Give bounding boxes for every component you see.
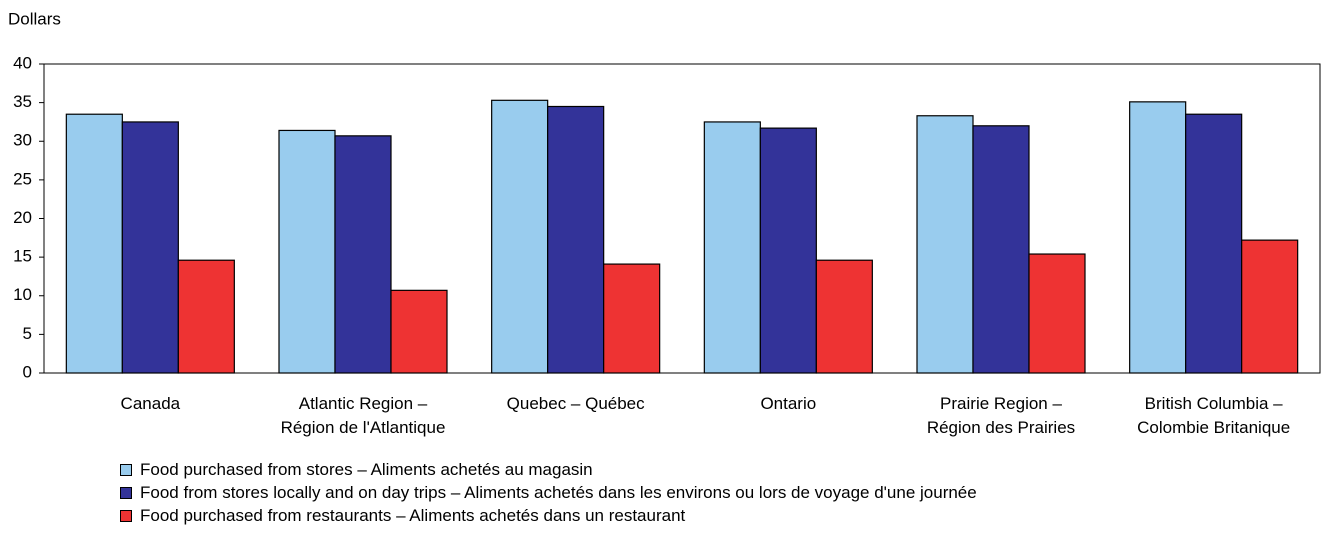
legend-swatch <box>120 510 132 522</box>
x-tick-label: Atlantic Region – Région de l'Atlantique <box>280 394 446 437</box>
legend-label: Food purchased from restaurants – Alimen… <box>140 506 686 525</box>
bar <box>491 99 549 374</box>
y-tick-label: 25 <box>13 169 32 188</box>
y-axis-label: Dollars <box>8 9 61 28</box>
y-tick-label: 10 <box>13 285 32 304</box>
legend-label: Food purchased from stores – Aliments ac… <box>140 460 593 479</box>
bar <box>972 125 1030 374</box>
legend-item: Food purchased from restaurants – Alimen… <box>120 506 685 526</box>
bar <box>1185 113 1243 374</box>
bar <box>1028 253 1086 374</box>
x-tick-label: Canada <box>120 394 181 413</box>
bar <box>390 289 448 374</box>
bar <box>177 259 235 374</box>
bar <box>334 135 392 374</box>
bar <box>547 105 605 374</box>
x-tick-label: Prairie Region – Région des Prairies <box>926 394 1076 437</box>
bar <box>1241 239 1299 374</box>
bar <box>65 113 123 374</box>
legend-label: Food from stores locally and on day trip… <box>140 483 977 502</box>
bar <box>278 129 336 374</box>
bar <box>759 127 817 374</box>
legend-item: Food from stores locally and on day trip… <box>120 483 977 503</box>
y-tick-label: 15 <box>13 247 32 266</box>
y-tick-label: 20 <box>13 208 32 227</box>
plot-frame <box>43 63 1321 374</box>
y-tick-label: 35 <box>13 92 32 111</box>
x-tick-label: Ontario <box>760 394 817 413</box>
bar <box>703 121 761 374</box>
bar <box>815 259 873 374</box>
y-tick-label: 40 <box>13 53 32 72</box>
y-tick-label: 5 <box>23 324 32 343</box>
legend-swatch <box>120 487 132 499</box>
y-tick-label: 30 <box>13 131 32 150</box>
bar <box>121 121 179 374</box>
legend-item: Food purchased from stores – Aliments ac… <box>120 460 593 480</box>
x-tick-label: British Columbia – Colombie Britanique <box>1137 394 1291 437</box>
bar <box>603 263 661 374</box>
x-tick-label: Quebec – Québec <box>506 394 645 413</box>
bar <box>1129 101 1187 374</box>
y-tick-label: 0 <box>23 362 32 381</box>
legend-swatch <box>120 464 132 476</box>
bar <box>916 115 974 374</box>
